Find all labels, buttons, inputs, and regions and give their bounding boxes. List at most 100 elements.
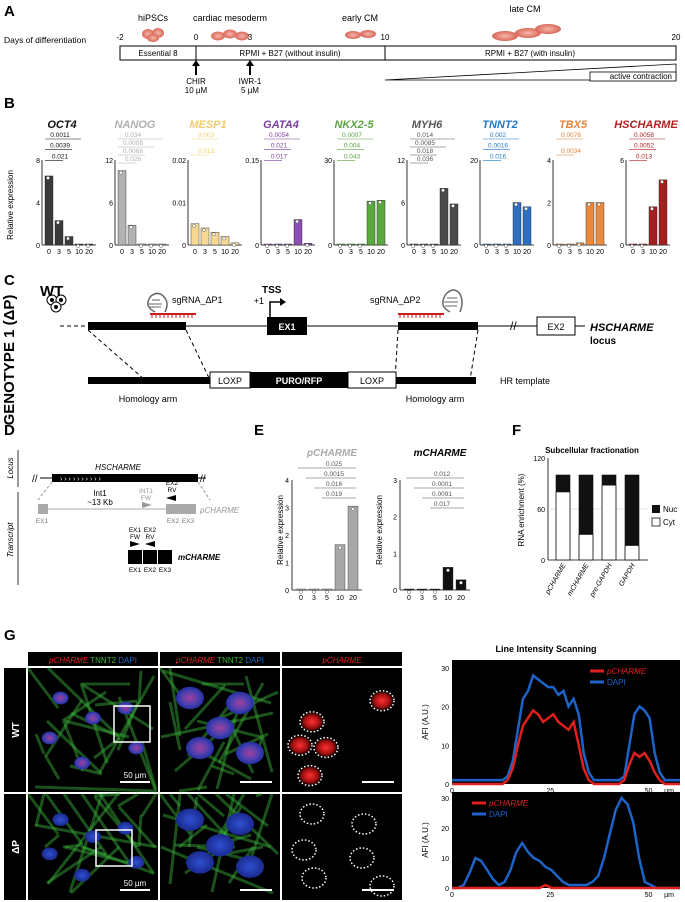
f-bar-nuc-pre-gapdh <box>602 475 616 486</box>
g-fiber-0-0-1 <box>64 719 130 739</box>
bar-oct4-0 <box>44 175 54 246</box>
pval-hscharme-2: 0.013 <box>636 153 653 160</box>
dot-tbx5-0 <box>557 244 561 248</box>
g-fiber-0-0-8 <box>63 690 107 722</box>
f-ytick-0: 0 <box>541 558 545 565</box>
xtick-myh6-10: 10 <box>440 249 448 256</box>
bar-mesp1-10 <box>220 236 230 246</box>
dot-mesp1-5 <box>212 232 216 237</box>
xtick-nkx2-5-10: 10 <box>367 249 375 256</box>
homology-left-label: Homology arm <box>119 394 178 404</box>
ymid-mesp1: 0.01 <box>172 201 186 208</box>
bar-tnnt2-20 <box>522 206 532 246</box>
g-fiber-1-0-0 <box>26 793 60 835</box>
g-nucleus-1-1-2 <box>186 851 214 874</box>
g-fiber-0-0-14 <box>140 741 158 791</box>
int1fw-label: INT1 <box>139 488 153 495</box>
g-fiber-0-0-0 <box>26 667 60 709</box>
g-fiber-1-0-6 <box>93 792 121 798</box>
dot-myh6-3 <box>421 244 425 248</box>
break-mark: // <box>510 319 517 333</box>
transcript-side-label: Transcript <box>6 522 15 558</box>
d-gene-label: HSCHARME <box>95 463 141 472</box>
transcript-schematic: Locus Transcript // › › › › › › › › › › … <box>6 450 240 585</box>
locus-break-right: // <box>200 474 206 485</box>
f-bar-outline-gapdh <box>624 474 640 561</box>
bar-oct4-3 <box>54 220 64 246</box>
e-pval-mcharme-0: 0.012 <box>434 471 451 478</box>
dot-hscharme-3 <box>640 244 644 248</box>
e-dot-pcharme-5 <box>325 590 329 594</box>
lis-legend-blue-1: DAPI <box>489 810 508 819</box>
xtick-tbx5-10: 10 <box>586 249 594 256</box>
e-ytick-mcharme-0: 0 <box>393 588 397 595</box>
wt-label: WT <box>40 283 63 300</box>
m-ex2rv-rv: RV <box>146 534 156 541</box>
g-nucleus-1-0-0 <box>52 813 69 827</box>
e-xtick-mcharme-0: 0 <box>407 595 411 602</box>
g-fiber-0-0-16 <box>98 675 156 773</box>
bar-oct4-5 <box>64 236 74 246</box>
medium-e8: Essential 8 <box>138 49 178 58</box>
xtick-hscharme-3: 3 <box>641 249 645 256</box>
bar-hscharme-20 <box>658 179 668 246</box>
g-fiber-1-0-15 <box>62 843 84 849</box>
e-bar-mcharme-10 <box>442 567 454 591</box>
g-nucleus-1-1-0 <box>176 808 204 831</box>
stage-early-cm: early CM <box>342 13 378 23</box>
lis-ytick-0-30: 30 <box>441 666 449 673</box>
dot-tnnt2-3 <box>494 244 498 248</box>
g-nucleus-outline-0-1 <box>287 734 313 756</box>
pval-tnnt2-0: 0.002 <box>490 132 507 139</box>
pval-tbx5-0: 0.0076 <box>561 132 581 139</box>
g-row-label-bg-0 <box>4 668 26 792</box>
e-dot-pcharme-3 <box>312 590 316 594</box>
pval-nkx2-5-1: 0.004 <box>344 143 361 150</box>
lis-ytick-1-10: 10 <box>441 856 449 863</box>
g-fiber-0-0-4 <box>44 699 84 757</box>
f-legend-cyt-swatch <box>651 517 661 527</box>
panel-label-e: E <box>254 422 264 439</box>
e-pval-mcharme-2: 0.0091 <box>432 491 452 498</box>
stage-late-cm: late CM <box>509 4 540 14</box>
locus-break-left: // <box>32 474 38 485</box>
dot-oct4-5 <box>66 236 70 241</box>
g-header-0-part-0: pCHARME <box>48 656 89 665</box>
g-fiber-1-0-8 <box>62 793 108 855</box>
g-nucleus-outline-1-2 <box>291 839 317 861</box>
ex1fw-fw: FW <box>130 534 141 541</box>
g-header-1-part-1: TNNT2 <box>215 656 243 665</box>
lis-xtick-0-50: 50 <box>645 788 653 795</box>
pval-oct4-1: 0.0039 <box>50 143 70 150</box>
medium-rpmi-insulin: RPMI + B27 (with insulin) <box>485 49 575 58</box>
lis-ylabel-0: AFI (A.U.) <box>421 704 430 740</box>
dot-myh6-5 <box>431 244 435 248</box>
f-legend-nuc-swatch <box>652 505 660 513</box>
m-ex3 <box>158 550 172 564</box>
ymax-tnnt2: 20 <box>470 158 478 165</box>
puro-rfp-box <box>250 372 348 388</box>
tss-pos: +1 <box>254 296 264 306</box>
lis-ytick-0-10: 10 <box>441 743 449 750</box>
g-nucleus-1-0-1 <box>85 830 101 844</box>
dot-mesp1-3 <box>202 228 206 232</box>
gene-title-hscharme: HSCHARME <box>614 119 678 131</box>
iwr-arrow-icon <box>246 60 254 75</box>
e-ytick-pcharme-0: 0 <box>285 588 289 595</box>
p-ex1 <box>38 504 48 514</box>
dot-nkx2-5-20 <box>378 200 382 205</box>
panel-label-a: A <box>4 3 15 20</box>
bar-hscharme-10 <box>648 206 658 246</box>
g-fiber-1-1-7 <box>178 823 208 849</box>
f-legend-cyt: Cyt <box>663 518 676 527</box>
iwr-label: IWR-1 <box>239 77 262 86</box>
ymin-tbx5: 0 <box>547 243 551 250</box>
f-ylabel: RNA enrichment (%) <box>517 473 526 546</box>
dot-nanog-3 <box>129 225 133 230</box>
e-dot-pcharme-10 <box>338 545 342 550</box>
ymin-myh6: 0 <box>401 243 405 250</box>
bar-tnnt2-10 <box>512 202 522 246</box>
dot-hscharme-0 <box>630 244 634 248</box>
